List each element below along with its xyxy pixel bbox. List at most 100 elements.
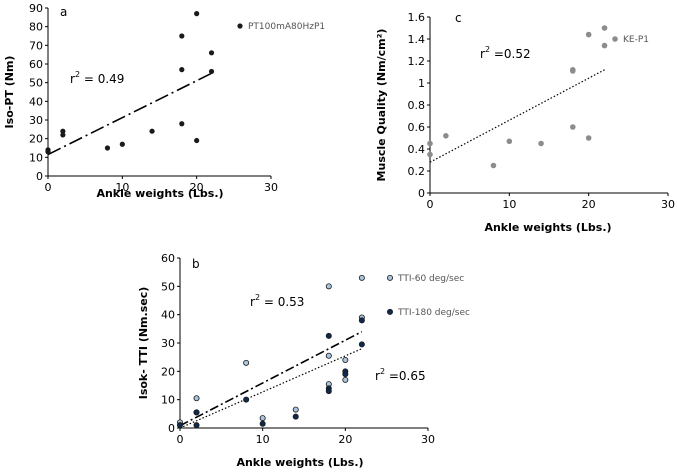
panel-a-y-label: Iso-PT (Nm) [3, 56, 16, 129]
panel-b-y-label: Isok- TTI (Nm.sec) [137, 287, 150, 400]
panel-c-y-tick-label: 1 [418, 77, 425, 90]
panel-b-point [325, 332, 332, 339]
panel-c-x-tick-label: 10 [502, 198, 516, 211]
panel-a-point [104, 145, 111, 151]
panel-c-x-label: Ankle weights (Lbs.) [484, 221, 611, 234]
panel-a-r2-value: = 0.49 [80, 72, 124, 86]
panel-c-y-tick-label: 1.6 [408, 11, 426, 24]
panel-b-x-tick-label: 10 [256, 433, 270, 446]
panel-c-point [570, 124, 576, 130]
panel-a-point [179, 121, 185, 127]
panel-b-point [259, 420, 266, 427]
panel-c-y-tick-label: 0.8 [408, 99, 426, 112]
panel-b-point [325, 388, 332, 395]
panel-c-point [570, 67, 576, 73]
panel-c-y-label: Muscle Quality (Nm/cm²) [375, 29, 388, 182]
panel-b-x-tick-label: 0 [177, 433, 184, 446]
panel-b-r2-annotation-60: r2 = 0.53 [250, 293, 304, 309]
panel-b-y-tick-label: 20 [161, 365, 175, 378]
panel-b-point [358, 274, 365, 281]
panel-b-y-tick-label: 0 [168, 422, 175, 435]
panel-a-point [208, 68, 215, 75]
panel-b-trendline-0 [179, 330, 363, 427]
panel-a-r2-sup: 2 [75, 70, 80, 79]
panel-c-r2-annotation: r2 =0.52 [480, 45, 531, 61]
panel-b-y-tick-label: 30 [161, 337, 175, 350]
panel-c-point [601, 42, 608, 49]
panel-b-point [342, 371, 349, 378]
panel-a-y-tick-label: 30 [29, 114, 43, 127]
panel-b-point [176, 422, 183, 429]
panel-b-point [193, 422, 200, 429]
panel-c-point [490, 162, 497, 169]
panel-b-x-tick-label: 20 [338, 433, 352, 446]
panel-a-legend-marker [237, 23, 243, 29]
panel-b-label: b [192, 257, 200, 271]
panel-c-legend-marker [612, 36, 618, 42]
panel-a-y-tick-label: 20 [29, 133, 43, 146]
panel-b-trendline-1 [179, 348, 363, 429]
panel-c-point [601, 25, 608, 31]
panel-b-legend-label: TTI-180 deg/sec [397, 308, 470, 318]
panel-c-legend-label: KE-P1 [623, 35, 649, 45]
panel-b-y-tick-label: 50 [161, 280, 175, 293]
panel-a-y-tick-label: 60 [29, 58, 43, 71]
panel-c-r2-value: =0.52 [490, 47, 531, 61]
panel-a-point [60, 132, 66, 138]
panel-b-y-tick-label: 10 [161, 394, 175, 407]
panel-b-point [243, 359, 250, 366]
panel-b-legend-marker [386, 308, 393, 315]
panel-b-legend-label: TTI-60 deg/sec [397, 274, 464, 284]
panel-b-point [358, 341, 365, 348]
panel-c-x-tick-label: 20 [582, 198, 596, 211]
panel-c-point [506, 138, 513, 145]
panel-b-r2-annotation-180: r2 =0.65 [375, 367, 426, 383]
panel-b-point [342, 376, 349, 383]
panel-b-point [342, 356, 349, 363]
panel-c: 00.20.40.60.811.21.41.6 0 10 20 30 KE-P1 c … [375, 11, 675, 234]
panel-c-r2-sup: 2 [485, 45, 490, 54]
panel-c-label: c [455, 11, 462, 25]
panel-a-point [194, 137, 200, 144]
panel-b-point [292, 413, 299, 420]
panel-b-point [193, 395, 200, 402]
panel-a-trendline-0 [47, 72, 212, 156]
panel-a-y-tick-label: 50 [29, 77, 43, 90]
panel-b-r2-180-base: r [375, 369, 380, 383]
panel-a-y-tick-label: 70 [29, 39, 43, 52]
panel-b-point [358, 317, 365, 324]
panel-c-point [427, 151, 433, 158]
panel-b-x-tick-label: 30 [421, 433, 435, 446]
panel-c-point [443, 133, 449, 139]
panel-a-r2-annotation: r2 = 0.49 [70, 70, 124, 86]
panel-c-point [585, 135, 592, 141]
panel-b-point [259, 415, 266, 422]
panel-a-x-tick-label: 30 [264, 181, 278, 194]
panel-a-y-tick-label: 10 [29, 151, 43, 164]
panel-b-point [292, 406, 299, 413]
panel-c-y-tick-label: 1.4 [408, 33, 426, 46]
panel-a-point [194, 11, 200, 17]
panel-a-x-tick-label: 0 [45, 181, 52, 194]
panel-b-r2-180-value: =0.65 [385, 369, 426, 383]
panel-a-y-tick-label: 0 [36, 170, 43, 183]
panel-a-r2-base: r [70, 72, 75, 86]
panel-c-y-tick-label: 1.2 [408, 55, 426, 68]
panel-c-point [427, 140, 433, 147]
panel-c-y-tick-label: 0.6 [408, 121, 426, 134]
panel-b-point [325, 283, 332, 290]
panel-a-point [149, 128, 155, 134]
panel-c-y-tick-label: 0 [418, 187, 425, 200]
panel-a-x-tick-label: 20 [190, 181, 204, 194]
panel-b-point [243, 396, 250, 403]
panel-a-legend-label: PT100mA80HzP1 [248, 22, 325, 32]
panel-c-point [538, 140, 544, 147]
panel-a-point [208, 50, 215, 56]
panel-a-point [119, 141, 125, 147]
panel-b-y-tick-label: 40 [161, 309, 175, 322]
panel-c-r2-base: r [480, 47, 485, 61]
panel-a-point [60, 128, 66, 134]
panel-b: 0 10 20 30 40 50 60 0 10 20 30 TTI-60 deg/sec TTI-… [137, 252, 470, 469]
panel-c-trendline-0 [429, 69, 605, 163]
